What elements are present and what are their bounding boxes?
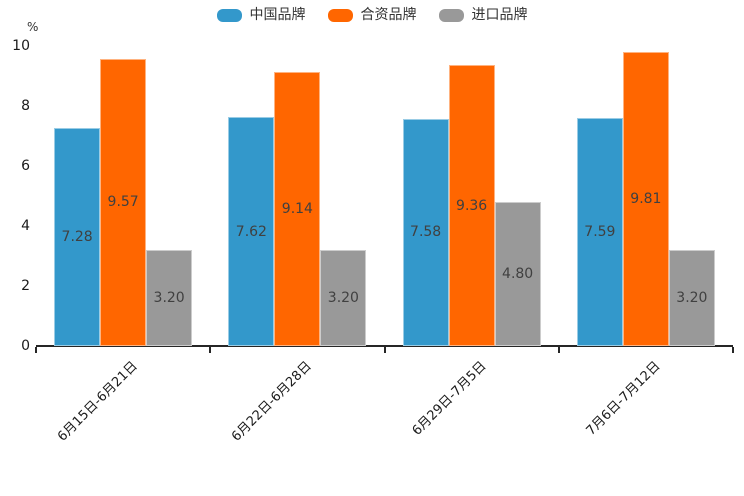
bar-进口品牌: 3.20 bbox=[320, 250, 367, 346]
y-tick-label: 10 bbox=[12, 38, 30, 54]
x-category-label-text: 6月15日-6月21日 bbox=[54, 358, 141, 445]
bar-进口品牌: 4.80 bbox=[494, 202, 541, 346]
x-axis-tick bbox=[732, 347, 734, 353]
bar-value-label: 9.14 bbox=[281, 200, 313, 217]
y-tick-label: 6 bbox=[21, 158, 30, 174]
bar-中国品牌: 7.28 bbox=[54, 127, 101, 346]
bar-中国品牌: 7.58 bbox=[402, 118, 449, 346]
legend-marker bbox=[216, 8, 242, 22]
bar-value-label: 9.36 bbox=[456, 197, 488, 214]
x-axis-tick bbox=[383, 347, 386, 353]
bar-value-label: 7.28 bbox=[61, 228, 93, 245]
bar-合资品牌: 9.14 bbox=[274, 71, 321, 346]
bar-value-label: 7.58 bbox=[410, 224, 442, 241]
bar-中国品牌: 7.62 bbox=[228, 117, 275, 346]
bar-value-label: 3.20 bbox=[327, 290, 359, 306]
x-category-label-text: 7月6日-7月12日 bbox=[583, 358, 664, 439]
legend-marker bbox=[438, 8, 464, 22]
bar-合资品牌: 9.57 bbox=[100, 58, 147, 346]
bar-合资品牌: 9.36 bbox=[448, 65, 495, 346]
x-axis-line bbox=[36, 345, 733, 347]
legend-item[interactable]: 合资品牌 bbox=[327, 7, 417, 23]
y-tick-label: 0 bbox=[21, 338, 30, 354]
y-tick-label: 2 bbox=[21, 278, 30, 294]
legend-label: 中国品牌 bbox=[249, 7, 306, 23]
bar-进口品牌: 3.20 bbox=[668, 250, 715, 346]
bar-value-label: 4.80 bbox=[502, 266, 534, 282]
legend-item[interactable]: 中国品牌 bbox=[216, 7, 306, 23]
bar-value-label: 3.20 bbox=[676, 290, 708, 306]
x-category-label-text: 6月29日-7月5日 bbox=[409, 358, 490, 439]
x-category-label-text: 6月22日-6月28日 bbox=[229, 358, 315, 445]
y-tick-label: 4 bbox=[21, 218, 30, 234]
bar-value-label: 7.59 bbox=[584, 224, 616, 241]
y-tick-label: 8 bbox=[21, 98, 30, 114]
bar-进口品牌: 3.20 bbox=[146, 250, 193, 346]
legend-label: 进口品牌 bbox=[471, 7, 528, 23]
legend-marker bbox=[327, 8, 353, 22]
bar-value-label: 9.57 bbox=[107, 194, 139, 211]
bar-value-label: 9.81 bbox=[630, 190, 662, 207]
legend-label: 合资品牌 bbox=[360, 7, 417, 23]
x-axis-tick bbox=[35, 347, 37, 353]
bar-value-label: 7.62 bbox=[235, 223, 267, 240]
legend: 中国品牌 合资品牌 进口品牌 bbox=[0, 7, 744, 23]
bar-value-label: 3.20 bbox=[153, 290, 185, 306]
x-axis-tick bbox=[209, 347, 212, 353]
legend-item[interactable]: 进口品牌 bbox=[438, 7, 528, 23]
y-axis-unit-label: % bbox=[27, 20, 39, 34]
bar-中国品牌: 7.59 bbox=[576, 118, 623, 346]
x-axis-tick bbox=[557, 347, 560, 353]
bar-合资品牌: 9.81 bbox=[622, 51, 669, 346]
